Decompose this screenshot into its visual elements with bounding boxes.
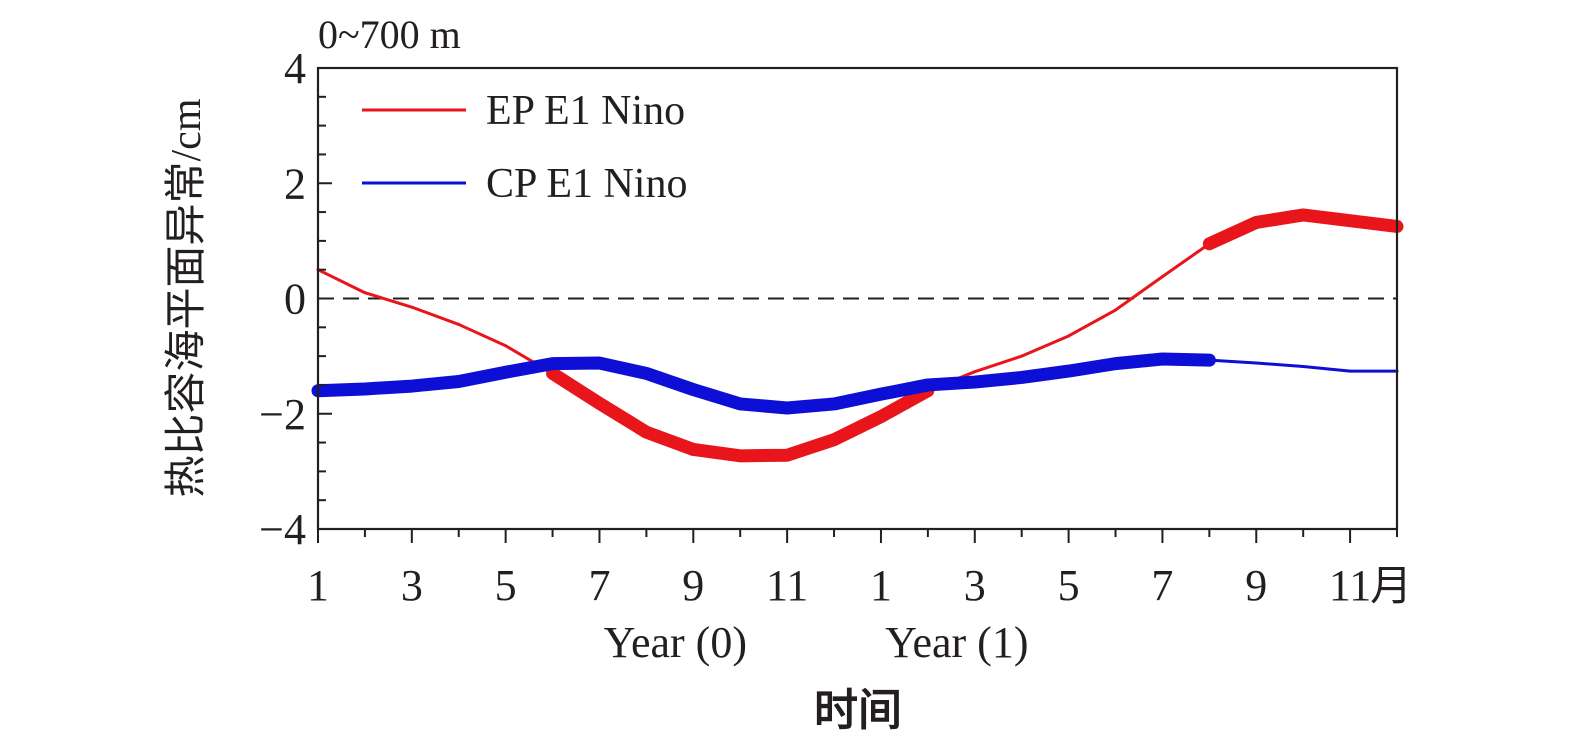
y-tick-label: −4 bbox=[259, 505, 306, 554]
series-point-1 bbox=[1062, 365, 1075, 378]
x-tick-label: 9 bbox=[1245, 561, 1267, 610]
y-tick-label: 4 bbox=[284, 44, 306, 93]
series-point-0 bbox=[363, 291, 367, 295]
series-point-0 bbox=[1160, 275, 1164, 279]
series-point-0 bbox=[640, 426, 653, 439]
series-point-0 bbox=[1250, 216, 1263, 229]
x-tick-label: 1 bbox=[870, 561, 892, 610]
year-label: Year (0) bbox=[604, 618, 747, 667]
year-label: Year (1) bbox=[885, 618, 1028, 667]
series-point-0 bbox=[687, 443, 700, 456]
series-point-0 bbox=[1067, 334, 1071, 338]
y-tick-label: 2 bbox=[284, 159, 306, 208]
x-tick-label: 7 bbox=[1151, 561, 1173, 610]
series-point-1 bbox=[921, 378, 934, 391]
series-point-0 bbox=[734, 449, 747, 462]
series-point-1 bbox=[1301, 364, 1305, 368]
series-point-1 bbox=[405, 380, 418, 393]
series-point-0 bbox=[1203, 237, 1216, 250]
x-tick-label: 11 bbox=[1329, 561, 1371, 610]
series-significant-segment-1 bbox=[311, 352, 1216, 415]
series-point-1 bbox=[1109, 357, 1122, 370]
series-point-0 bbox=[410, 305, 414, 309]
legend-label: EP E1 Nino bbox=[486, 88, 685, 134]
series-point-0 bbox=[593, 397, 606, 410]
series-point-0 bbox=[457, 322, 461, 326]
x-tick-label: 7 bbox=[588, 561, 610, 610]
series-point-1 bbox=[452, 375, 465, 388]
y-axis-label: 热比容海平面异常/cm bbox=[163, 98, 210, 497]
series-point-1 bbox=[546, 357, 559, 370]
y-axis-title: 热比容海平面异常/cm bbox=[163, 98, 210, 497]
x-axis-label: 时间 bbox=[814, 686, 902, 735]
series-point-1 bbox=[1348, 369, 1352, 373]
x-tick-label: 5 bbox=[495, 561, 517, 610]
series-point-1 bbox=[1203, 354, 1216, 367]
series-point-0 bbox=[874, 410, 887, 423]
depth-label: 0~700 m bbox=[318, 12, 461, 57]
series-line-0 bbox=[316, 213, 1399, 458]
series-point-1 bbox=[499, 366, 512, 379]
y-tick-label: 0 bbox=[284, 275, 306, 324]
series-point-1 bbox=[781, 401, 794, 414]
y-axis: 4 2 0 −2 −4 bbox=[259, 44, 332, 554]
x-unit-label: 月 bbox=[1370, 564, 1412, 610]
series-point-0 bbox=[1114, 308, 1118, 312]
legend: EP E1 Nino CP E1 Nino bbox=[362, 88, 687, 207]
series-point-1 bbox=[1254, 361, 1258, 365]
series-point-1 bbox=[968, 376, 981, 389]
series-point-0 bbox=[1020, 354, 1024, 358]
y-tick-label: −2 bbox=[259, 390, 306, 439]
series-point-0 bbox=[781, 449, 794, 462]
series-point-0 bbox=[1297, 208, 1310, 221]
x-tick-label: 3 bbox=[964, 561, 986, 610]
series-point-1 bbox=[1015, 371, 1028, 384]
series-point-1 bbox=[828, 397, 841, 410]
legend-label: CP E1 Nino bbox=[486, 161, 687, 207]
series-point-0 bbox=[828, 433, 841, 446]
series-point-0 bbox=[1344, 214, 1357, 227]
series-point-1 bbox=[687, 383, 700, 396]
series-significant-segment-0 bbox=[546, 366, 935, 463]
x-tick-label: 9 bbox=[682, 561, 704, 610]
series-point-1 bbox=[734, 397, 747, 410]
x-tick-label: 3 bbox=[401, 561, 423, 610]
x-tick-label: 1 bbox=[307, 561, 329, 610]
series-point-1 bbox=[593, 357, 606, 370]
series-layer bbox=[311, 208, 1404, 463]
series-point-1 bbox=[874, 388, 887, 401]
series-point-0 bbox=[504, 344, 508, 348]
series-point-1 bbox=[1156, 353, 1169, 366]
series-point-1 bbox=[358, 382, 371, 395]
series-point-1 bbox=[640, 367, 653, 380]
x-tick-label: 5 bbox=[1058, 561, 1080, 610]
series-point-0 bbox=[973, 370, 977, 374]
x-tick-label: 11 bbox=[766, 561, 808, 610]
